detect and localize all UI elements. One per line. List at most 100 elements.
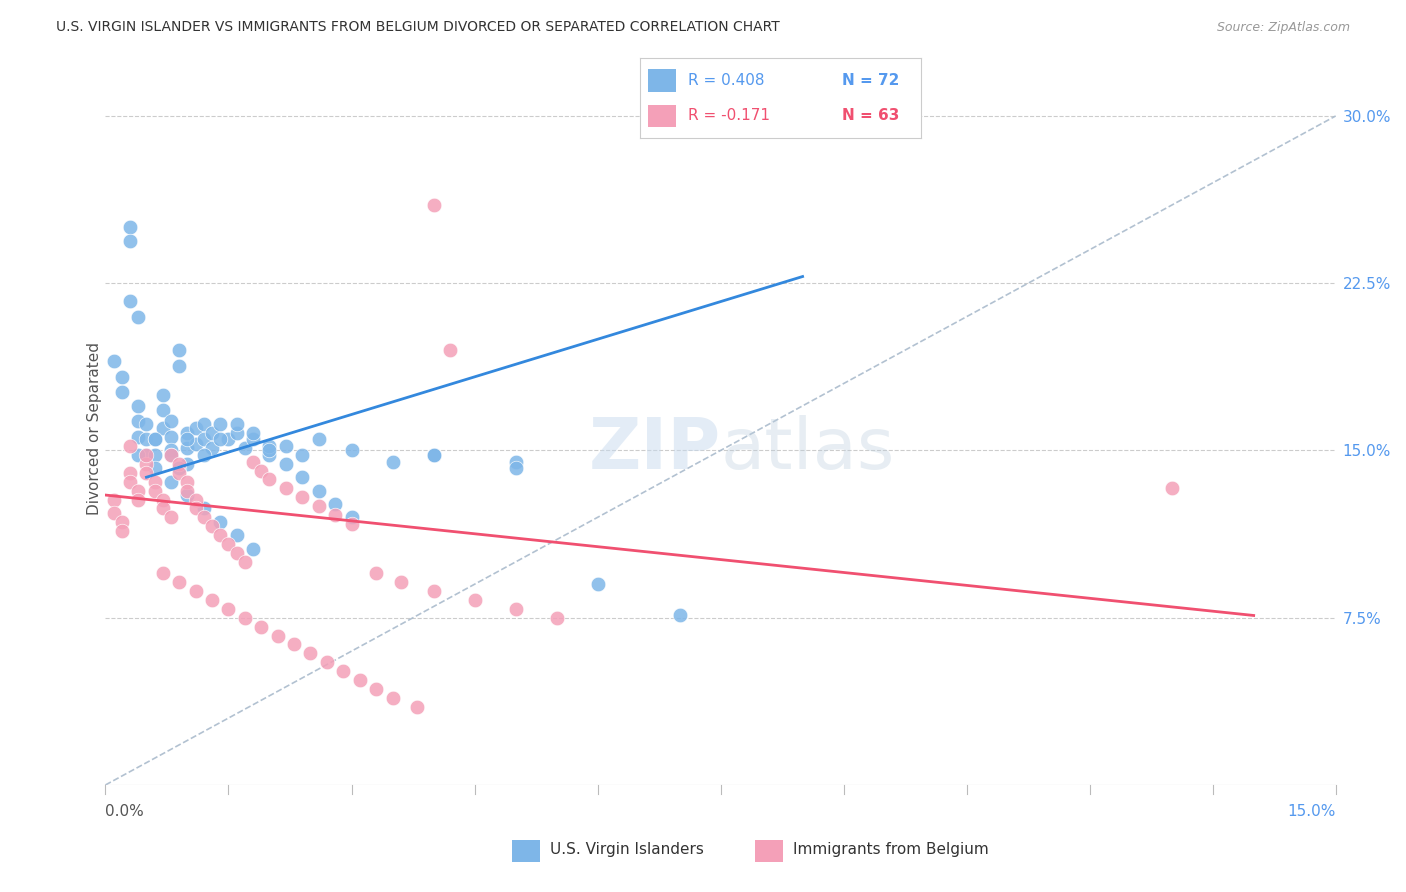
Point	[160, 448, 183, 462]
Point	[505, 461, 527, 475]
Point	[160, 448, 183, 462]
Text: U.S. Virgin Islanders: U.S. Virgin Islanders	[550, 842, 704, 857]
Point	[225, 417, 247, 431]
Point	[184, 492, 207, 507]
Text: U.S. VIRGIN ISLANDER VS IMMIGRANTS FROM BELGIUM DIVORCED OR SEPARATED CORRELATIO: U.S. VIRGIN ISLANDER VS IMMIGRANTS FROM …	[56, 21, 780, 34]
Text: R = 0.408: R = 0.408	[688, 73, 763, 88]
Point	[259, 472, 281, 486]
Point	[381, 455, 404, 469]
Point	[274, 482, 297, 496]
Point	[127, 492, 149, 507]
Point	[176, 425, 198, 440]
Point	[176, 475, 198, 489]
Point	[308, 433, 330, 447]
Point	[135, 466, 157, 480]
Point	[422, 448, 444, 462]
Point	[323, 508, 346, 523]
Point	[176, 457, 198, 471]
Point	[103, 492, 125, 507]
Point	[366, 681, 388, 696]
Point	[389, 574, 412, 589]
Point	[120, 466, 141, 480]
Point	[308, 483, 330, 498]
Point	[135, 433, 157, 447]
Point	[209, 417, 232, 431]
Point	[152, 566, 174, 581]
Point	[169, 466, 191, 480]
Point	[184, 584, 207, 599]
Point	[218, 601, 240, 615]
Text: 15.0%: 15.0%	[1288, 805, 1336, 819]
Point	[291, 470, 314, 484]
Point	[291, 448, 314, 462]
Point	[225, 546, 247, 560]
Point	[250, 619, 273, 633]
Point	[233, 555, 256, 569]
Point	[193, 510, 215, 524]
Point	[111, 385, 134, 400]
Point	[160, 430, 183, 444]
Point	[193, 501, 215, 516]
Point	[1160, 482, 1182, 496]
Point	[201, 519, 224, 533]
Point	[218, 537, 240, 551]
Point	[176, 483, 198, 498]
Point	[176, 442, 198, 455]
Point	[349, 673, 371, 687]
Point	[366, 566, 388, 581]
Point	[439, 343, 461, 358]
Point	[381, 690, 404, 705]
Point	[143, 475, 166, 489]
Point	[143, 461, 166, 475]
Point	[152, 421, 174, 435]
Text: ZIP: ZIP	[588, 415, 721, 484]
Point	[323, 497, 346, 511]
Point	[127, 414, 149, 429]
Text: 0.0%: 0.0%	[105, 805, 145, 819]
Point	[143, 433, 166, 447]
Point	[242, 425, 264, 440]
Point	[160, 475, 183, 489]
Point	[193, 417, 215, 431]
Point	[152, 403, 174, 417]
Point	[209, 515, 232, 529]
Point	[127, 448, 149, 462]
Point	[225, 528, 247, 542]
Point	[176, 488, 198, 502]
Point	[242, 455, 264, 469]
Point	[103, 354, 125, 368]
Y-axis label: Divorced or Separated: Divorced or Separated	[87, 342, 101, 515]
Point	[505, 601, 527, 615]
Bar	[648, 70, 676, 92]
Point	[225, 425, 247, 440]
Text: Source: ZipAtlas.com: Source: ZipAtlas.com	[1216, 21, 1350, 34]
Point	[505, 455, 527, 469]
Point	[201, 425, 224, 440]
Point	[259, 443, 281, 458]
Point	[242, 541, 264, 556]
Point	[120, 294, 141, 309]
Point	[169, 343, 191, 358]
Bar	[512, 839, 540, 862]
Point	[283, 637, 305, 651]
Point	[152, 387, 174, 401]
Point	[668, 608, 690, 623]
Point	[464, 592, 486, 607]
Point	[274, 439, 297, 453]
Point	[316, 655, 339, 669]
Text: N = 72: N = 72	[842, 73, 900, 88]
Point	[193, 448, 215, 462]
Point	[169, 461, 191, 475]
Point	[135, 457, 157, 471]
Point	[259, 448, 281, 462]
Point	[152, 492, 174, 507]
Point	[169, 457, 191, 471]
Point	[143, 483, 166, 498]
Point	[299, 646, 322, 660]
Point	[184, 436, 207, 450]
Point	[586, 577, 609, 591]
Point	[209, 528, 232, 542]
Point	[111, 524, 134, 538]
Point	[233, 611, 256, 625]
Point	[209, 433, 232, 447]
